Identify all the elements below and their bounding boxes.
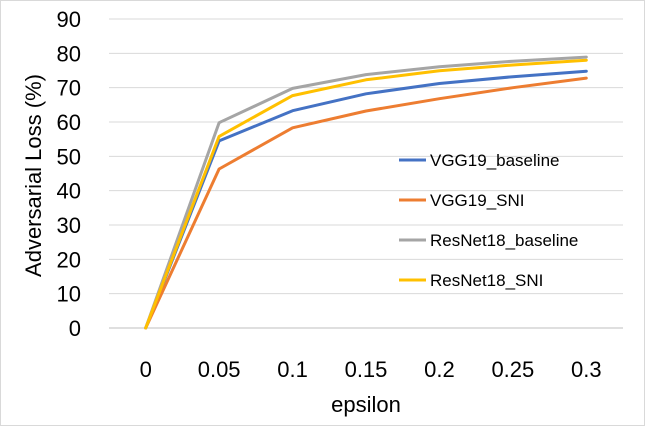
series-line-VGG19_SNI [144,76,588,330]
x-tick-label: 0 [140,357,152,382]
gridlines [109,18,623,329]
y-axis-ticks: 0 10 20 30 40 50 60 70 80 90 [57,7,81,341]
y-tick-label: 80 [57,41,81,66]
x-tick-label: 0.25 [491,357,534,382]
x-tick-label: 0.2 [424,357,455,382]
y-tick-label: 90 [57,7,81,32]
y-axis-title: Adversarial Loss (%) [21,74,46,277]
x-tick-label: 0.15 [345,357,388,382]
y-tick-label: 50 [57,144,81,169]
series-line-VGG19_baseline [144,69,588,330]
y-tick-label: 60 [57,110,81,135]
x-tick-label: 0.1 [277,357,308,382]
legend-label: ResNet18_SNI [430,271,543,290]
y-tick-label: 0 [69,316,81,341]
series-line-ResNet18_baseline [144,55,588,330]
y-tick-label: 20 [57,247,81,272]
y-tick-label: 10 [57,282,81,307]
series-lines [144,55,588,330]
y-tick-label: 40 [57,179,81,204]
y-tick-label: 30 [57,213,81,238]
y-tick-label: 70 [57,76,81,101]
legend-label: ResNet18_baseline [430,231,578,250]
legend: VGG19_baseline VGG19_SNI ResNet18_baseline… [399,151,578,290]
x-tick-label: 0.05 [198,357,241,382]
x-axis-ticks: 0 0.05 0.1 0.15 0.2 0.25 0.3 [140,357,602,382]
legend-label: VGG19_SNI [430,191,525,210]
legend-label: VGG19_baseline [430,151,559,170]
x-axis-title: epsilon [331,392,401,417]
x-tick-label: 0.3 [571,357,602,382]
series-line-ResNet18_SNI [144,58,588,330]
